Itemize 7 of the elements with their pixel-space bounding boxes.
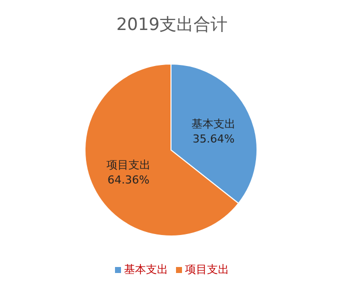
slice-label: 项目支出 — [106, 158, 150, 172]
legend-label: 项目支出 — [185, 263, 229, 276]
slice-label: 基本支出 — [192, 117, 236, 130]
legend-label: 基本支出 — [124, 263, 168, 276]
chart-title: 2019支出合计 — [116, 15, 228, 35]
data-label: 64.36% — [107, 174, 150, 187]
data-label: 35.64% — [192, 132, 235, 146]
